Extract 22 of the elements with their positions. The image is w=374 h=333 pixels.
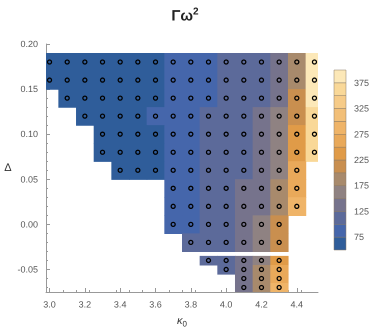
x-tick-label: 3.4	[114, 300, 126, 310]
x-tick-label: 3.2	[78, 300, 92, 310]
x-tick-label: 4.4	[290, 300, 304, 310]
y-tick-label: 0.10	[20, 129, 38, 140]
x-tick-label: 3.0	[43, 300, 56, 310]
x-tick-label: 4.0	[220, 300, 232, 310]
color-bar-label: 225	[354, 155, 370, 165]
y-axis-title: Δ	[4, 162, 12, 174]
color-bar-label: 275	[354, 129, 370, 140]
color-bar-label: 75	[354, 232, 364, 242]
y-tick-label: 0.00	[20, 219, 38, 230]
color-bar-label: 375	[354, 78, 370, 88]
x-tick-label: 3.6	[149, 300, 162, 310]
color-bar-label: 125	[354, 206, 370, 216]
y-tick-label: 0.15	[20, 84, 38, 94]
y-tick-label: -0.05	[17, 264, 38, 274]
color-bar-label: 175	[354, 180, 370, 191]
x-tick-label: 3.8	[184, 300, 198, 310]
y-tick-label: 0.05	[20, 174, 38, 184]
x-tick-label: 4.2	[255, 300, 268, 310]
color-bar-label: 325	[354, 104, 370, 114]
y-tick-label: 0.20	[20, 39, 38, 49]
